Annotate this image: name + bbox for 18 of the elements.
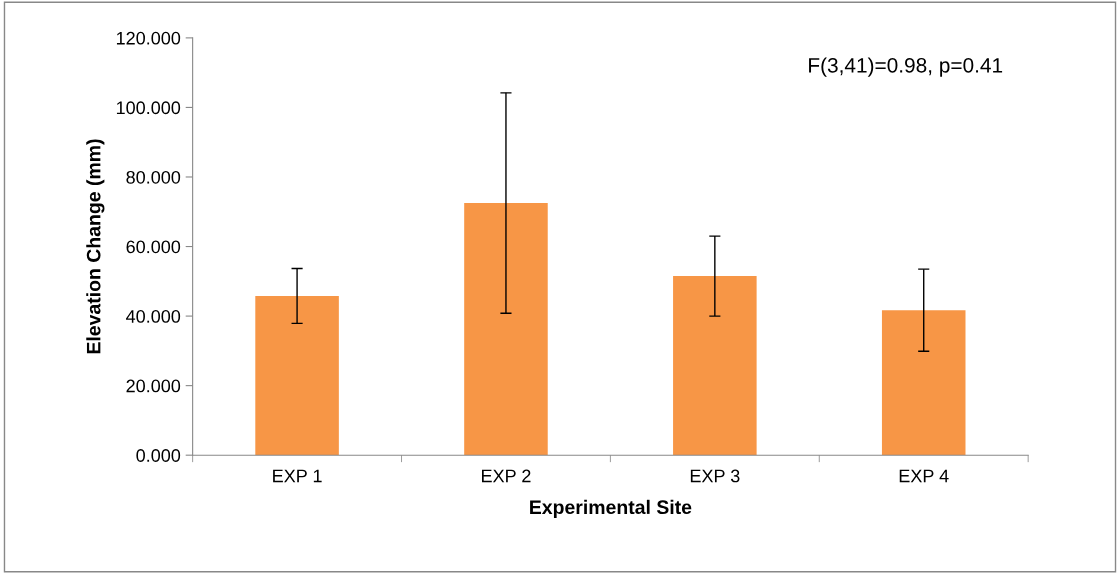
bar xyxy=(673,276,757,456)
y-axis-title: Elevation Change (mm) xyxy=(86,139,105,354)
y-tick-label: 80.000 xyxy=(126,170,181,184)
y-tick-label: 20.000 xyxy=(126,379,181,393)
bar xyxy=(464,203,548,456)
y-tick-label: 100.000 xyxy=(116,101,181,115)
y-tick-label: 60.000 xyxy=(126,240,181,254)
annotation: F(3,41)=0.98, p=0.41 xyxy=(809,57,1003,77)
bar xyxy=(255,295,339,456)
bar xyxy=(881,310,966,456)
y-tick-label: 0.000 xyxy=(136,449,181,462)
x-tick-label: EXP 3 xyxy=(690,469,740,483)
x-axis-title: Experimental Site xyxy=(530,499,692,518)
x-tick-label: EXP 4 xyxy=(899,469,949,483)
x-tick-label: EXP 2 xyxy=(482,469,531,483)
x-tick-label: EXP 1 xyxy=(273,469,322,483)
y-tick-label: 120.000 xyxy=(116,31,181,45)
y-tick-label: 40.000 xyxy=(126,310,181,323)
